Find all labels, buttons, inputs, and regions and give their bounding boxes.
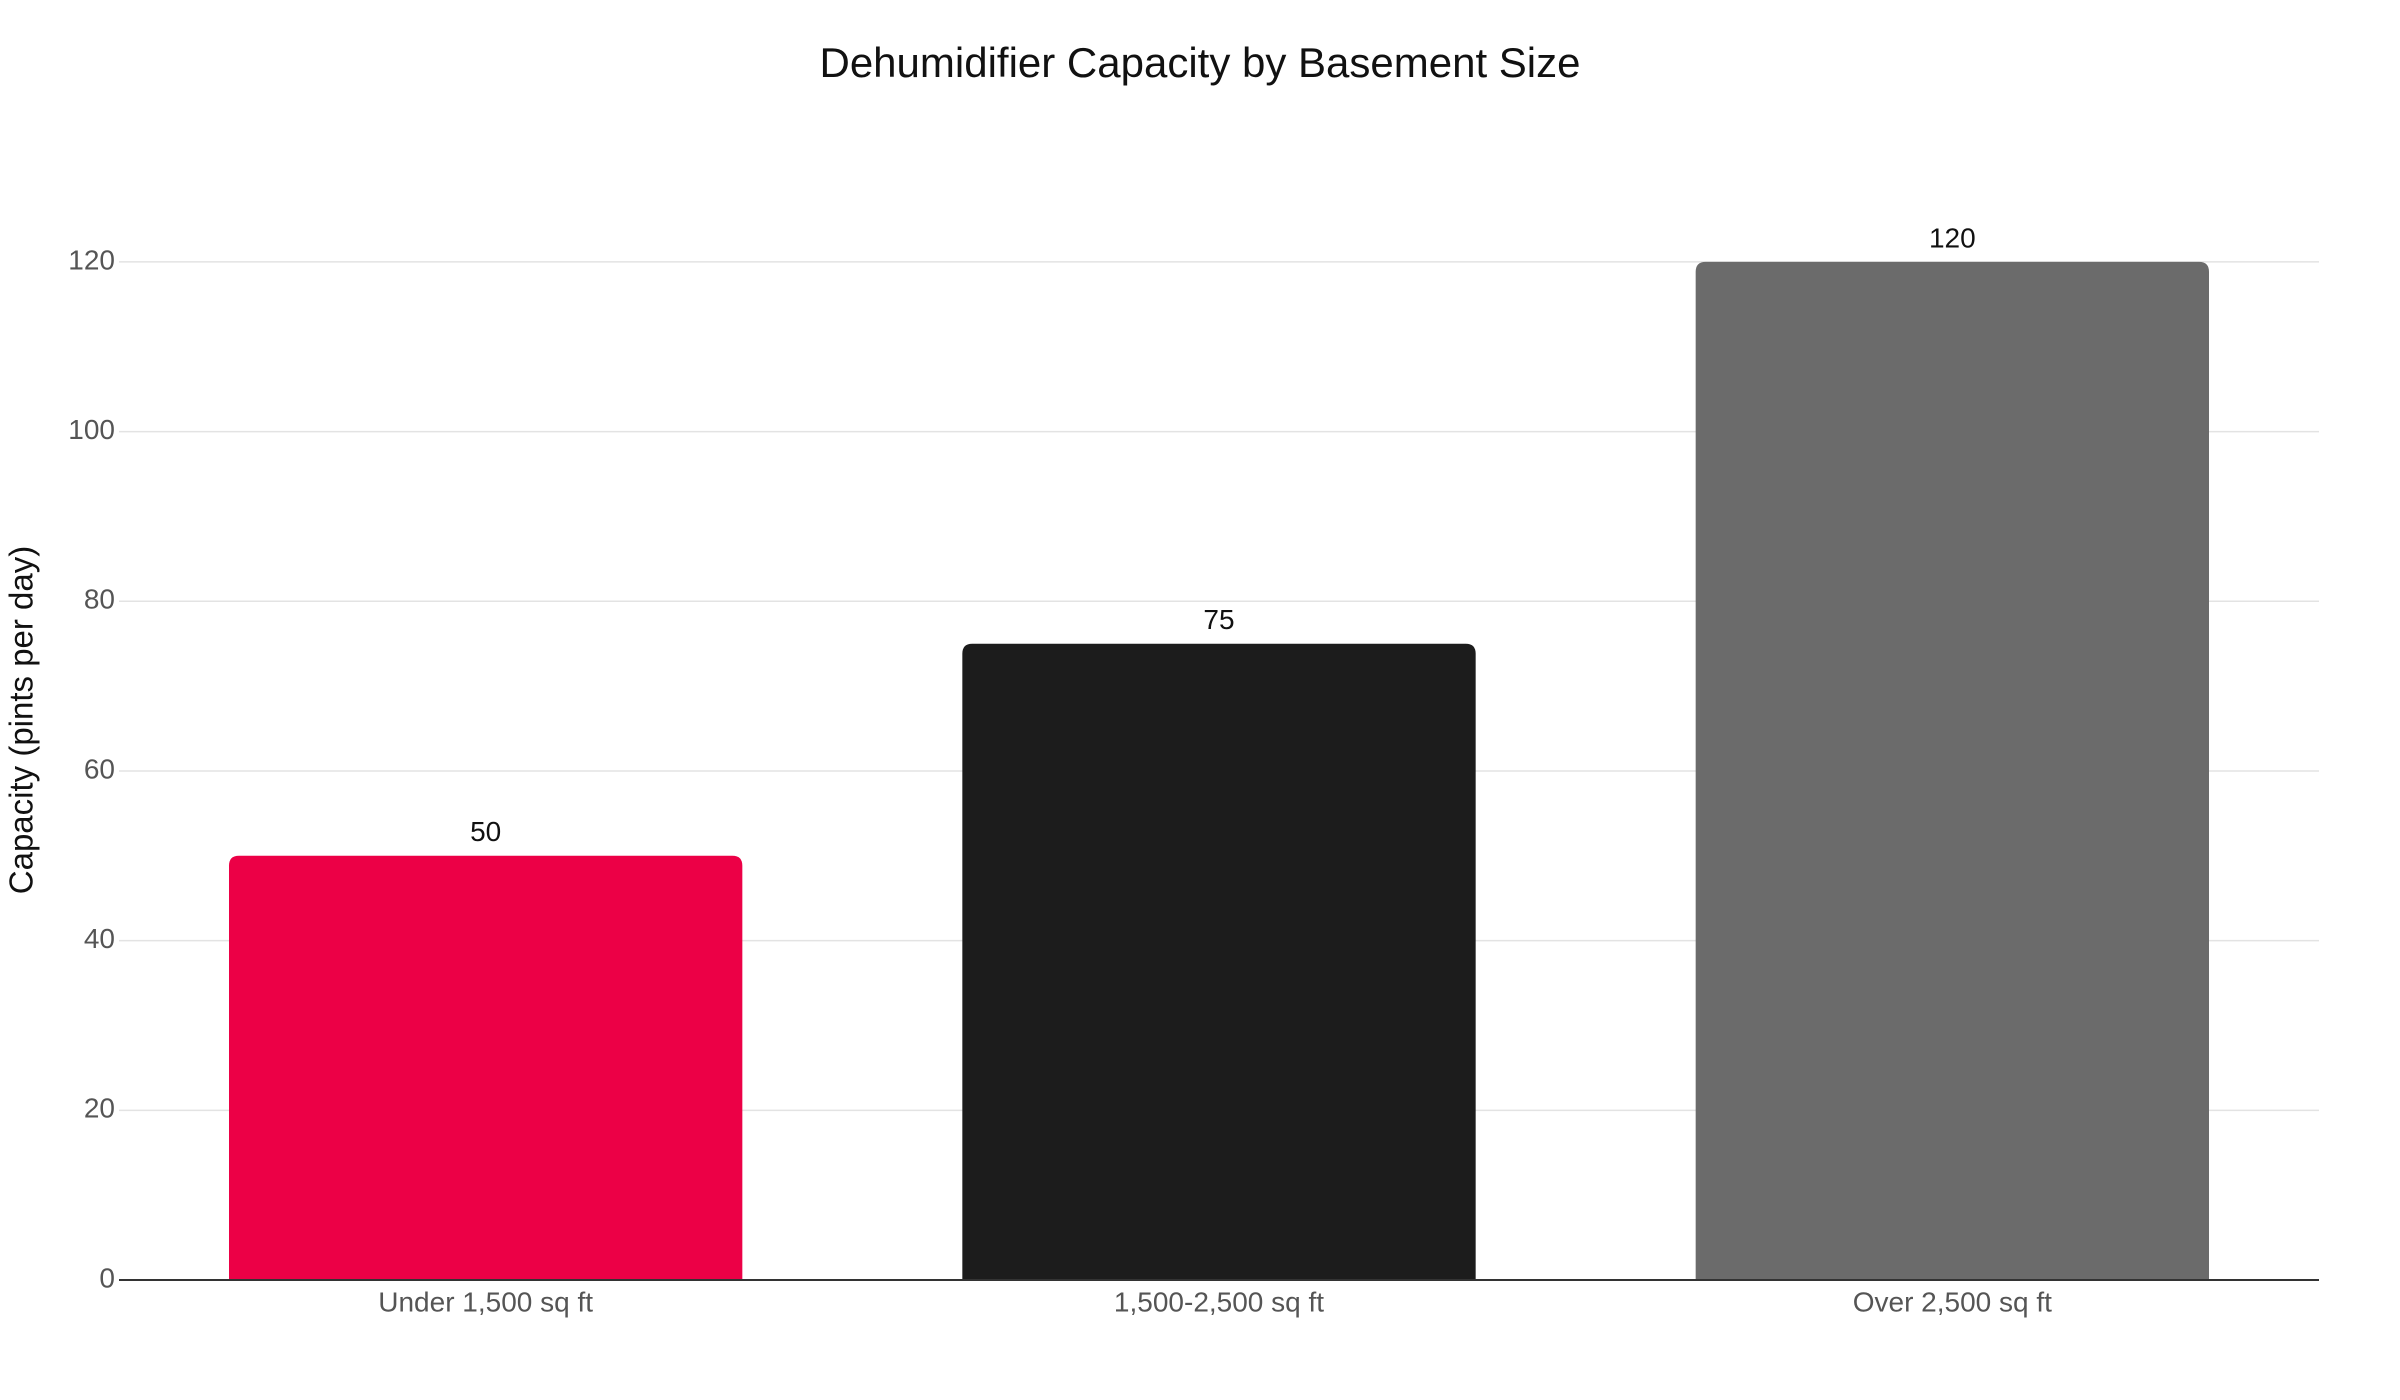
y-tick-label: 20 bbox=[84, 1093, 115, 1124]
y-tick-label: 100 bbox=[68, 414, 115, 445]
bar bbox=[1695, 261, 2209, 1280]
x-tick-label: 1,500-2,500 sq ft bbox=[1114, 1286, 1324, 1317]
y-axis-title: Capacity (pints per day) bbox=[3, 546, 40, 894]
y-tick-label: 80 bbox=[84, 584, 115, 615]
chart-title: Dehumidifier Capacity by Basement Size bbox=[819, 39, 1580, 86]
bar bbox=[229, 855, 743, 1280]
x-tick-label: Under 1,500 sq ft bbox=[378, 1286, 593, 1317]
bar bbox=[962, 643, 1476, 1280]
value-label: 75 bbox=[1203, 604, 1234, 635]
y-tick-label: 120 bbox=[68, 244, 115, 275]
y-tick-label: 40 bbox=[84, 923, 115, 954]
y-tick-label: 0 bbox=[99, 1262, 115, 1293]
x-tick-label: Over 2,500 sq ft bbox=[1853, 1286, 2052, 1317]
y-tick-label: 60 bbox=[84, 753, 115, 784]
value-label: 50 bbox=[470, 816, 501, 847]
value-label: 120 bbox=[1929, 222, 1976, 253]
